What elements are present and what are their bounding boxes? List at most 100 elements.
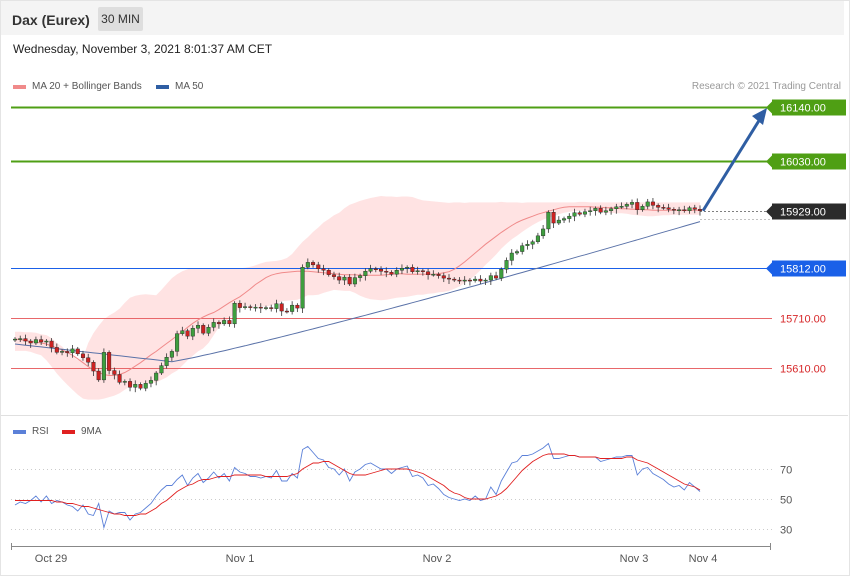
copyright-text: Research © 2021 Trading Central xyxy=(691,81,841,92)
candle-body xyxy=(441,275,446,279)
candle-body xyxy=(148,380,153,384)
rsi-swatch xyxy=(13,429,26,434)
candle-body xyxy=(467,279,472,282)
candle-body xyxy=(368,268,373,272)
candle-body xyxy=(201,325,206,334)
candle-body xyxy=(138,384,143,389)
candle-body xyxy=(525,243,530,246)
candle-body xyxy=(426,271,431,275)
forecast-arrow-line xyxy=(701,118,762,212)
candle-body xyxy=(107,352,112,371)
candle-body xyxy=(164,357,169,366)
candle-body xyxy=(326,270,331,275)
candle-body xyxy=(682,209,687,211)
candle-body xyxy=(358,275,363,278)
legend-ma20: MA 20 + Bollinger Bands xyxy=(13,81,142,92)
x-tick-label: Oct 29 xyxy=(35,553,67,565)
rsi-ma9-line xyxy=(15,453,701,516)
candle-body xyxy=(133,384,138,388)
candle-body xyxy=(86,357,91,363)
x-tick-label: Nov 2 xyxy=(423,553,452,565)
price-level-label: 15710.00 xyxy=(780,314,826,326)
candle-body xyxy=(211,322,216,328)
candle-body xyxy=(452,278,457,281)
candle-body xyxy=(159,365,164,374)
candle-body xyxy=(520,245,525,252)
candle-body xyxy=(279,303,284,312)
candle-body xyxy=(80,353,85,358)
x-tick-label: Nov 4 xyxy=(689,553,718,565)
candle-body xyxy=(478,278,483,282)
price-level-label: 16030.00 xyxy=(780,157,826,169)
candle-body xyxy=(154,372,159,381)
candle-body xyxy=(384,271,389,273)
instrument-title: Dax (Eurex) xyxy=(12,12,90,28)
candle-body xyxy=(624,204,629,207)
candle-body xyxy=(18,338,23,340)
candle-body xyxy=(190,328,195,337)
candle-body xyxy=(630,202,635,205)
candle-body xyxy=(677,209,682,211)
candle-body xyxy=(269,307,274,309)
candle-body xyxy=(619,206,624,208)
candle-body xyxy=(431,273,436,276)
rsi-line xyxy=(14,442,701,530)
candle-body xyxy=(206,327,211,334)
price-level-tag xyxy=(772,99,846,116)
candle-body xyxy=(321,268,326,271)
timestamp: Wednesday, November 3, 2021 8:01:37 AM C… xyxy=(13,42,273,56)
candle-body xyxy=(101,352,106,381)
candle-body xyxy=(12,338,17,341)
candle-body xyxy=(305,262,310,268)
candle-body xyxy=(39,339,44,343)
candle-body xyxy=(54,347,59,353)
candle-body xyxy=(274,303,279,309)
candle-body xyxy=(232,302,237,325)
candle-body xyxy=(23,338,28,342)
candle-body xyxy=(394,270,399,275)
candle-body xyxy=(65,351,70,354)
ma20-swatch xyxy=(13,84,26,89)
candle-body xyxy=(33,339,38,344)
candle-body xyxy=(347,276,352,285)
candle-body xyxy=(562,218,567,221)
candle-body xyxy=(363,271,368,276)
candle-body xyxy=(614,206,619,209)
candle-body xyxy=(316,264,321,269)
ma20-label: MA 20 + Bollinger Bands xyxy=(32,81,142,92)
candle-body xyxy=(28,340,33,344)
candle-body xyxy=(447,277,452,280)
candle-body xyxy=(661,207,666,209)
candle-body xyxy=(196,325,201,329)
candle-body xyxy=(494,275,499,279)
candle-body xyxy=(572,212,577,217)
candle-body xyxy=(389,272,394,275)
candle-body xyxy=(337,276,342,281)
candle-body xyxy=(342,276,347,281)
candle-body xyxy=(222,320,227,325)
price-level-label: 15929.00 xyxy=(780,207,826,219)
price-level-tag xyxy=(772,153,846,170)
candle-body xyxy=(311,262,316,266)
rsi-chart: 70 50 30 Oct 29 Nov 1 Nov 2 Nov 3 Nov 4 xyxy=(11,442,792,565)
bollinger-band xyxy=(15,196,700,400)
candle-body xyxy=(290,304,295,312)
candle-body xyxy=(284,310,289,313)
candle-body xyxy=(70,348,75,354)
candle-body xyxy=(399,268,404,271)
candle-body xyxy=(295,304,300,309)
candle-body xyxy=(117,374,122,383)
candle-body xyxy=(300,267,305,309)
candle-body xyxy=(112,370,117,375)
candle-body xyxy=(488,275,493,281)
last-price-pointer xyxy=(766,205,772,218)
candle-body xyxy=(216,322,221,325)
candle-body xyxy=(60,351,65,353)
candle-body xyxy=(49,340,54,348)
timeframe-button[interactable]: 30 MIN xyxy=(98,7,143,31)
candle-body xyxy=(598,208,603,213)
candle-body xyxy=(640,206,645,210)
candle-body xyxy=(405,267,410,269)
candle-body xyxy=(567,215,572,219)
candle-body xyxy=(687,207,692,211)
